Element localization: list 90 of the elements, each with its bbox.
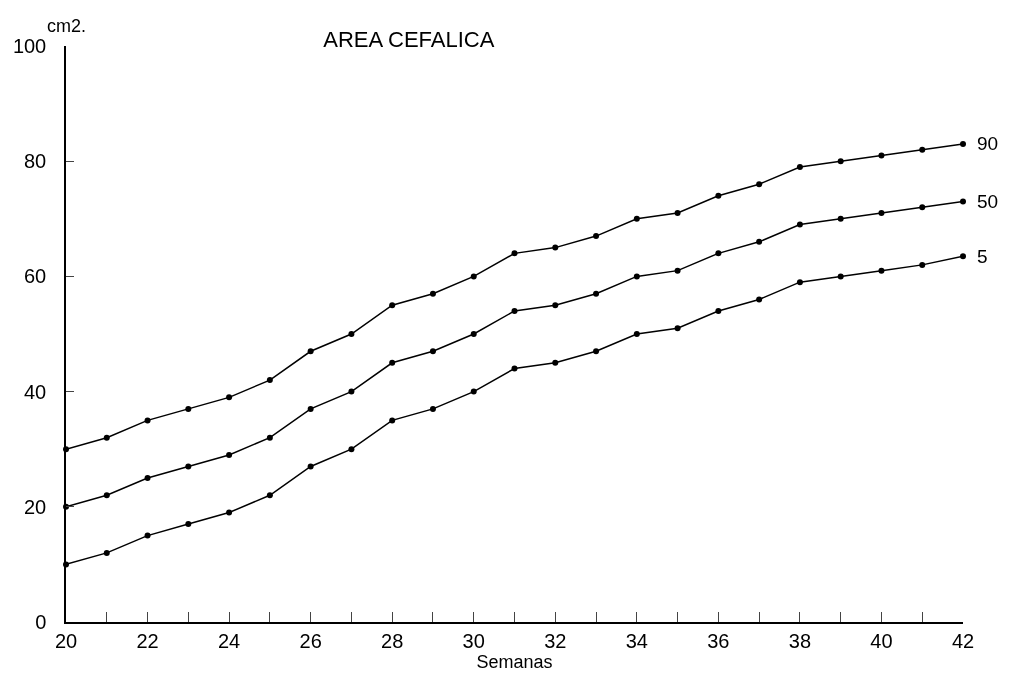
- point: [185, 463, 192, 470]
- point: [796, 279, 803, 286]
- point: [307, 405, 314, 412]
- point: [796, 163, 803, 170]
- point: [715, 192, 722, 199]
- point: [919, 261, 926, 268]
- series-label: 90: [977, 133, 999, 154]
- point: [633, 331, 640, 337]
- point: [878, 210, 885, 217]
- point: [633, 273, 640, 280]
- x-tick-label: 32: [544, 629, 567, 652]
- point: [511, 250, 518, 257]
- x-tick-label: 30: [462, 629, 485, 652]
- point: [633, 215, 640, 222]
- x-tick-label: 22: [136, 629, 159, 652]
- x-tick-label: 34: [625, 629, 648, 652]
- y-tick-label: 40: [24, 380, 47, 403]
- point: [837, 215, 844, 222]
- point: [919, 204, 926, 211]
- x-tick-label: 36: [707, 629, 730, 652]
- point: [144, 532, 151, 539]
- point: [715, 307, 722, 314]
- point: [715, 250, 722, 257]
- series-label: 5: [977, 246, 988, 267]
- point: [389, 417, 396, 424]
- x-tick-label: 38: [788, 629, 812, 652]
- point: [226, 394, 233, 401]
- x-tick-label: 26: [299, 629, 322, 652]
- point: [960, 253, 966, 260]
- point: [307, 463, 314, 470]
- point: [389, 302, 396, 309]
- point: [837, 158, 844, 165]
- point: [878, 267, 885, 274]
- y-tick-label: 80: [24, 150, 47, 173]
- point: [103, 492, 110, 499]
- point: [756, 181, 763, 188]
- point: [593, 290, 600, 297]
- point: [511, 365, 518, 372]
- point: [960, 140, 966, 147]
- point: [674, 325, 681, 332]
- point: [552, 359, 559, 366]
- y-tick-label: 20: [24, 495, 47, 518]
- point: [226, 509, 233, 516]
- point: [756, 296, 763, 303]
- point: [470, 273, 477, 280]
- point: [348, 446, 355, 453]
- point: [103, 549, 110, 556]
- point: [307, 348, 314, 355]
- point: [185, 405, 192, 412]
- point: [185, 521, 192, 528]
- point: [266, 434, 273, 441]
- point: [266, 377, 273, 384]
- x-tick-label: 20: [54, 629, 78, 652]
- x-tick-label: 24: [217, 629, 241, 652]
- point: [593, 233, 600, 240]
- point: [429, 348, 436, 355]
- y-tick-label: 100: [12, 35, 47, 57]
- point: [103, 434, 110, 441]
- y-axis-title: cm2.: [47, 16, 87, 36]
- point: [389, 359, 396, 366]
- point: [960, 198, 966, 205]
- x-tick-label: 42: [951, 629, 975, 652]
- point: [674, 210, 681, 217]
- chart-title: AREA CEFALICA: [323, 26, 495, 52]
- point: [796, 221, 803, 228]
- point: [511, 307, 518, 314]
- series-label: 50: [977, 191, 999, 212]
- point: [348, 388, 355, 395]
- point: [226, 451, 233, 458]
- point: [878, 152, 885, 159]
- point: [552, 302, 559, 309]
- point: [919, 146, 926, 153]
- point: [429, 290, 436, 297]
- point: [593, 348, 600, 355]
- point: [429, 405, 436, 412]
- point: [674, 267, 681, 274]
- point: [144, 417, 151, 424]
- point: [144, 475, 151, 481]
- point: [470, 388, 477, 395]
- point: [552, 244, 559, 251]
- x-tick-label: 28: [381, 629, 404, 652]
- y-tick-label: 60: [24, 265, 47, 288]
- y-tick-label: 0: [35, 611, 47, 633]
- point: [756, 238, 763, 245]
- point: [837, 273, 844, 280]
- x-tick-label: 40: [870, 629, 893, 652]
- point: [348, 331, 355, 337]
- point: [470, 331, 477, 337]
- point: [266, 492, 273, 499]
- x-axis-title: Semanas: [476, 651, 553, 672]
